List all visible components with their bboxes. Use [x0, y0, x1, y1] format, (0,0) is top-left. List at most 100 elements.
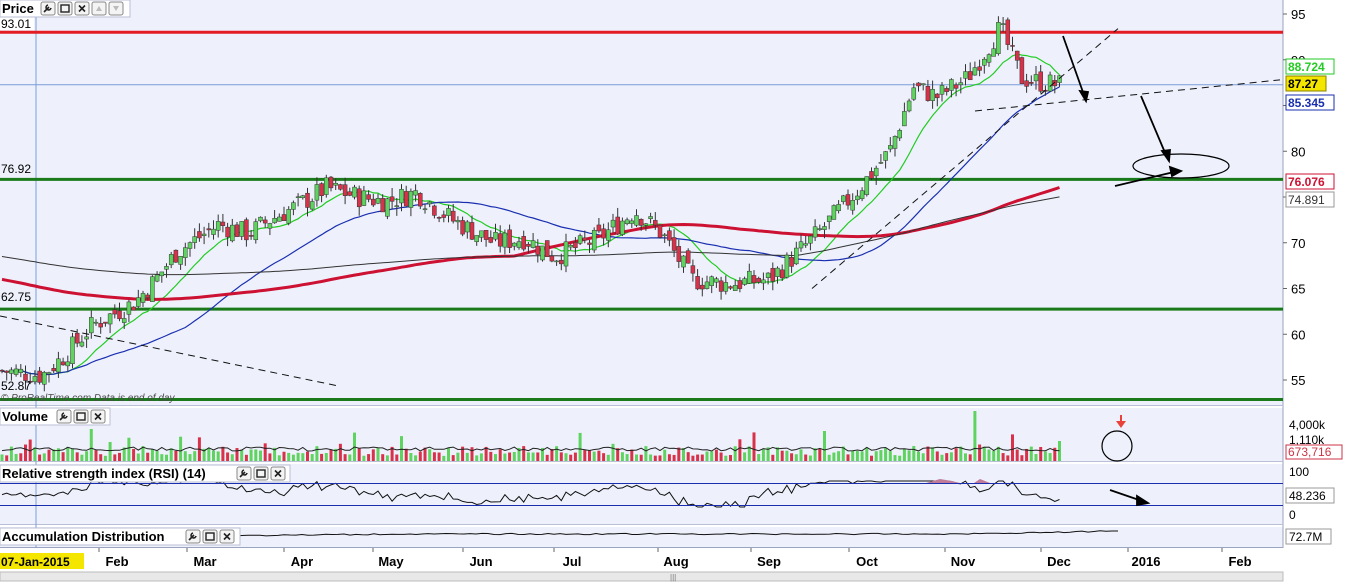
volume-bar [776, 447, 779, 461]
candle-up [761, 279, 766, 284]
candle-up [742, 278, 747, 285]
ad-title-bar: Accumulation Distribution [0, 527, 241, 546]
volume-bar [80, 454, 84, 461]
volume-bar [954, 448, 958, 461]
volume-bar [28, 439, 32, 461]
candle-down [389, 196, 395, 202]
candle-down [582, 237, 588, 241]
volume-bar [277, 455, 281, 461]
candle-down [173, 249, 179, 263]
level-label-93: 93.01 [1, 17, 31, 31]
volume-bar [682, 448, 685, 461]
volume-bar [291, 454, 295, 461]
volume-bar [479, 453, 483, 461]
candle-down [356, 188, 362, 208]
candle-down [549, 255, 555, 262]
volume-bar [616, 448, 620, 461]
volume-bar [644, 446, 648, 461]
scrollbar[interactable] [0, 571, 1284, 582]
volume-bar [5, 455, 9, 461]
candle-down [587, 242, 592, 245]
candle-down [342, 184, 348, 196]
volume-bar [103, 455, 107, 461]
volume-bar [141, 446, 145, 461]
date-axis-label: Mar [193, 554, 216, 569]
scrollbar-grip-icon[interactable]: ||| [670, 573, 676, 582]
volume-bar [846, 454, 850, 461]
volume-bar [837, 451, 841, 461]
volume-bar [324, 453, 328, 461]
volume-bar [362, 455, 366, 461]
volume-bar [249, 449, 253, 461]
candle-up [215, 221, 221, 231]
candle-down [432, 205, 437, 216]
volume-bar [484, 446, 488, 461]
date-axis-label: Feb [1228, 554, 1251, 569]
close-icon [223, 532, 231, 541]
volume-bar [959, 446, 963, 461]
candle-up [446, 208, 451, 216]
candle-up [516, 241, 522, 248]
rsi-title: Relative strength index (RSI) (14) [2, 466, 206, 481]
volume-bar [917, 451, 920, 461]
window-button[interactable] [73, 409, 89, 424]
candle-up [873, 167, 879, 177]
candle-up [121, 318, 127, 323]
candle-down [977, 66, 982, 71]
candle-up [836, 204, 841, 211]
volume-bar [855, 451, 859, 461]
candle-down [103, 321, 108, 324]
volume-bar [503, 453, 507, 461]
window-icon [256, 469, 266, 478]
volume-bar [348, 454, 352, 461]
volume-bar [898, 455, 902, 461]
volume-bar [19, 453, 23, 461]
volume-bar [343, 454, 347, 461]
volume-bar [216, 451, 220, 461]
candle-down [657, 224, 663, 238]
volume-bar [827, 454, 831, 461]
volume-bar [447, 448, 450, 461]
candle-down [460, 220, 465, 235]
candle-up [70, 336, 75, 364]
candle-down [1052, 80, 1058, 87]
window-button[interactable] [253, 466, 269, 481]
ma-mid-line [1, 86, 1060, 376]
candle-down [690, 265, 696, 274]
candle-up [258, 216, 263, 222]
volume-bar [61, 452, 65, 461]
volume-bar [639, 454, 643, 461]
candle-up [512, 242, 517, 247]
volume-bar [155, 450, 159, 461]
candle-up [864, 176, 870, 195]
candle-down [667, 230, 672, 241]
candle-up [286, 209, 291, 224]
volume-bar [611, 443, 615, 461]
window-button[interactable] [57, 1, 73, 16]
volume-bar [992, 450, 996, 461]
volume-bar [428, 449, 432, 461]
volume-bar [296, 452, 300, 461]
candle-down [756, 277, 761, 283]
volume-bar [522, 446, 526, 461]
volume-bar [526, 452, 530, 461]
candle-up [991, 48, 996, 57]
candle-up [474, 235, 479, 242]
candle-up [831, 205, 837, 220]
candle-up [1000, 23, 1006, 25]
volume-bar [691, 455, 695, 461]
wrench-icon [43, 4, 52, 13]
volume-avg-label: 1,110k [1289, 433, 1325, 447]
candle-up [949, 79, 954, 91]
candle-up [530, 240, 536, 248]
volume-bar [545, 454, 549, 461]
volume-bar [931, 447, 935, 461]
window-button[interactable] [202, 529, 218, 544]
candle-down [281, 214, 287, 221]
volume-bar [367, 454, 371, 461]
candle-up [963, 71, 968, 79]
volume-bar [996, 446, 1000, 461]
volume-bar [710, 451, 714, 461]
volume-bar [33, 447, 37, 461]
